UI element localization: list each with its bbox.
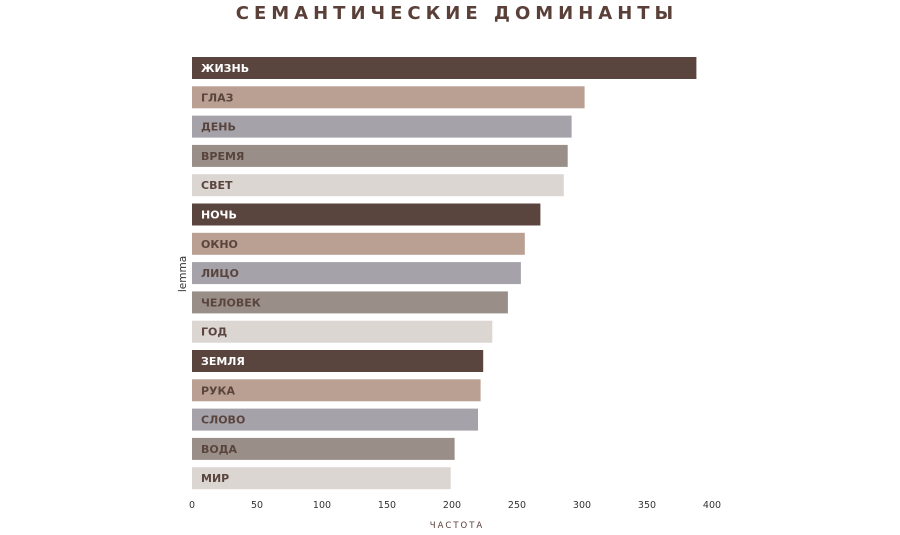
bar-label-2: ГЛАЗ	[201, 91, 234, 104]
bar-4	[192, 144, 568, 167]
x-tick-label-350: 350	[638, 500, 656, 511]
bar-label-12: РУКА	[201, 384, 236, 397]
bar-label-15: МИР	[201, 472, 229, 485]
x-tick-label-50: 50	[251, 500, 263, 511]
bar-5	[192, 174, 564, 197]
bar-label-5: СВЕТ	[201, 179, 233, 192]
bar-9	[192, 291, 508, 314]
x-tick-label-300: 300	[573, 500, 591, 511]
y-axis-label: lemma	[177, 256, 189, 292]
bar-1	[192, 57, 697, 79]
bar-13	[192, 408, 478, 431]
bar-label-14: ВОДА	[201, 443, 238, 456]
bar-8	[192, 262, 521, 285]
x-axis-label: ЧАСТОТА	[430, 521, 484, 531]
x-tick-label-200: 200	[443, 500, 461, 511]
bar-14	[192, 437, 455, 460]
x-tick-label-0: 0	[189, 500, 195, 511]
bar-15	[192, 467, 451, 490]
bar-label-1: ЖИЗНЬ	[201, 62, 249, 75]
bar-11	[192, 350, 484, 372]
bar-label-6: НОЧЬ	[201, 209, 237, 222]
bar-12	[192, 379, 481, 402]
bar-label-8: ЛИЦО	[201, 267, 239, 280]
bar-label-9: ЧЕЛОВЕК	[201, 296, 261, 309]
bar-label-11: ЗЕМЛЯ	[201, 355, 245, 368]
bar-label-4: ВРЕМЯ	[201, 150, 244, 163]
bar-label-3: ДЕНЬ	[201, 121, 236, 134]
x-axis-ticks: 0 50 100 150 200 250 300 350 400	[189, 500, 721, 511]
bar-3	[192, 115, 572, 138]
bar-2	[192, 86, 585, 109]
x-tick-label-100: 100	[313, 500, 331, 511]
bar-label-10: ГОД	[201, 326, 227, 339]
bar-label-7: ОКНО	[201, 238, 238, 251]
bar-label-13: СЛОВО	[201, 414, 245, 427]
x-tick-label-250: 250	[508, 500, 526, 511]
x-tick-label-150: 150	[378, 500, 396, 511]
bar-10	[192, 320, 493, 343]
bar-6	[192, 203, 541, 226]
chart-title: СЕМАНТИЧЕСКИЕ ДОМИНАНТЫ	[236, 3, 678, 24]
bars-group: ЖИЗНЬ ГЛАЗ ДЕНЬ ВРЕМЯ СВЕТ НОЧЬ ОКНО ЛИЦО ЧЕЛОВЕ…	[192, 57, 697, 490]
bar-7	[192, 232, 525, 255]
x-tick-label-400: 400	[703, 500, 721, 511]
